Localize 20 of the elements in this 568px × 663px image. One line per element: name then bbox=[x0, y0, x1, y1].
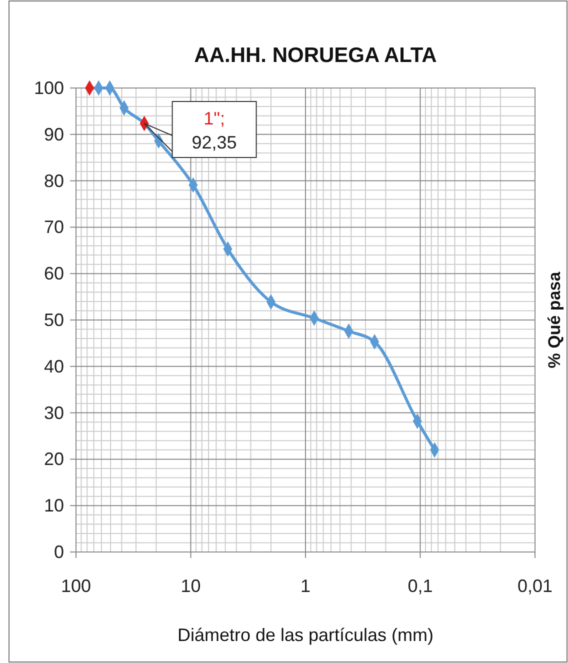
annotation: 1"; 92,35 bbox=[192, 108, 237, 152]
y-tick-label: 10 bbox=[44, 496, 64, 516]
y-tick-label: 70 bbox=[44, 217, 64, 238]
y-tick-label: 30 bbox=[44, 402, 64, 423]
y-tick-label: 80 bbox=[44, 170, 64, 191]
x-axis-title: Diámetro de las partículas (mm) bbox=[177, 625, 434, 645]
x-tick-label: 0,01 bbox=[517, 576, 553, 596]
y-tick-label: 20 bbox=[44, 449, 64, 470]
x-tick-label: 0,1 bbox=[408, 576, 433, 596]
y-tick-label: 100 bbox=[34, 78, 64, 98]
x-tick-label: 100 bbox=[60, 576, 92, 596]
y-tick-label: 0 bbox=[54, 542, 64, 562]
y-tick-label: 40 bbox=[44, 356, 64, 376]
x-tick-label: 10 bbox=[180, 576, 201, 596]
y-tick-label: 60 bbox=[44, 264, 64, 284]
y-tick-label: 50 bbox=[44, 310, 64, 330]
chart-title: AA.HH. NORUEGA ALTA bbox=[194, 44, 437, 67]
y-axis-title: % Qué pasa bbox=[545, 271, 564, 368]
y-tick-label: 90 bbox=[44, 124, 64, 144]
x-tick-label: 1 bbox=[300, 576, 311, 596]
